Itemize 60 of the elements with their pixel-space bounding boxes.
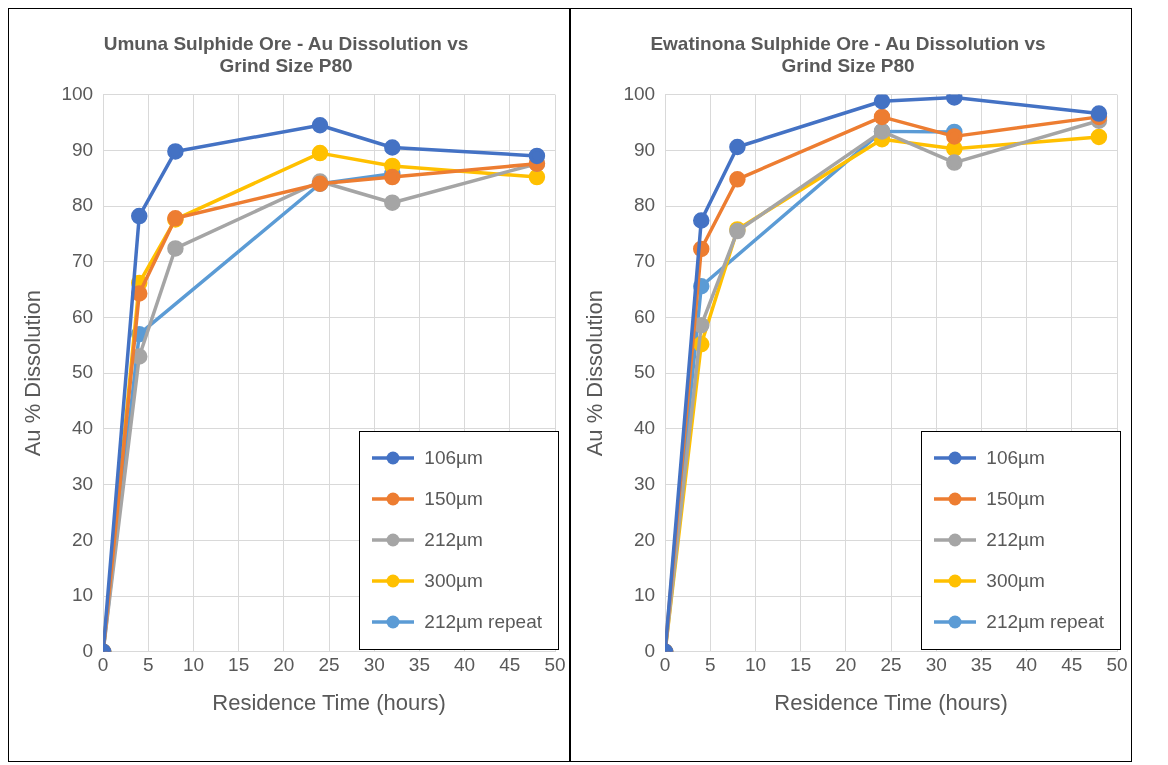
legend-label: 106µm: [986, 447, 1045, 470]
y-tick-label: 100: [623, 82, 656, 104]
x-tick-label: 20: [273, 654, 295, 676]
legend-label: 300µm: [424, 570, 483, 593]
y-tick-label: 30: [71, 472, 94, 494]
y-tick-label: 0: [82, 640, 94, 662]
legend-label: 106µm: [424, 447, 483, 470]
y-tick-label: 60: [71, 305, 94, 327]
y-tick-label: 30: [633, 472, 656, 494]
y-tick-label: 40: [633, 417, 656, 439]
x-tick-label: 25: [318, 654, 340, 676]
y-tick-label: 20: [633, 528, 656, 550]
x-tick-label: 40: [1016, 654, 1038, 676]
x-tick-label: 20: [835, 654, 857, 676]
chart-title: Ewatinona Sulphide Ore - Au Dissolution vs Grind Size P80: [650, 32, 1046, 77]
legend-label: 150µm: [424, 488, 483, 511]
y-tick-label: 50: [71, 361, 94, 383]
x-axis-title: Residence Time (hours): [212, 689, 446, 715]
legend-label: 212µm repeat: [986, 611, 1104, 634]
y-tick-label: 60: [633, 305, 656, 327]
y-tick-label: 10: [633, 584, 656, 606]
x-axis-title: Residence Time (hours): [774, 689, 1008, 715]
x-tick-label: 5: [705, 654, 716, 676]
legend-label: 212µm: [986, 529, 1045, 552]
x-tick-label: 50: [1106, 654, 1128, 676]
x-tick-label: 35: [970, 654, 992, 676]
x-tick-label: 45: [1061, 654, 1083, 676]
legend-label: 300µm: [986, 570, 1045, 593]
x-tick-label: 15: [790, 654, 812, 676]
legend-label: 150µm: [986, 488, 1045, 511]
x-tick-label: 40: [454, 654, 476, 676]
y-tick-label: 70: [633, 249, 656, 271]
y-tick-label: 0: [644, 640, 656, 662]
legend-label: 212µm repeat: [424, 611, 542, 634]
y-tick-label: 90: [71, 138, 94, 160]
x-tick-label: 15: [228, 654, 250, 676]
x-tick-label: 50: [544, 654, 566, 676]
y-tick-label: 50: [633, 361, 656, 383]
y-tick-label: 100: [61, 82, 94, 104]
x-tick-label: 45: [499, 654, 521, 676]
x-tick-label: 25: [880, 654, 902, 676]
y-tick-label: 40: [71, 417, 94, 439]
x-tick-label: 35: [408, 654, 430, 676]
chart-title: Umuna Sulphide Ore - Au Dissolution vs Grind Size P80: [103, 32, 469, 77]
y-tick-label: 10: [71, 584, 94, 606]
x-tick-label: 0: [659, 654, 671, 676]
y-tick-label: 90: [633, 138, 656, 160]
x-tick-label: 30: [363, 654, 385, 676]
y-tick-label: 80: [71, 194, 94, 216]
y-tick-label: 70: [71, 249, 94, 271]
x-tick-label: 10: [182, 654, 205, 676]
x-tick-label: 0: [97, 654, 109, 676]
x-tick-label: 10: [744, 654, 767, 676]
x-tick-label: 30: [925, 654, 947, 676]
y-tick-label: 20: [71, 528, 94, 550]
y-tick-label: 80: [633, 194, 656, 216]
x-tick-label: 5: [143, 654, 154, 676]
y-axis-title: Au % Dissolution: [582, 290, 608, 457]
y-axis-title: Au % Dissolution: [20, 290, 46, 457]
legend-label: 212µm: [424, 529, 483, 552]
